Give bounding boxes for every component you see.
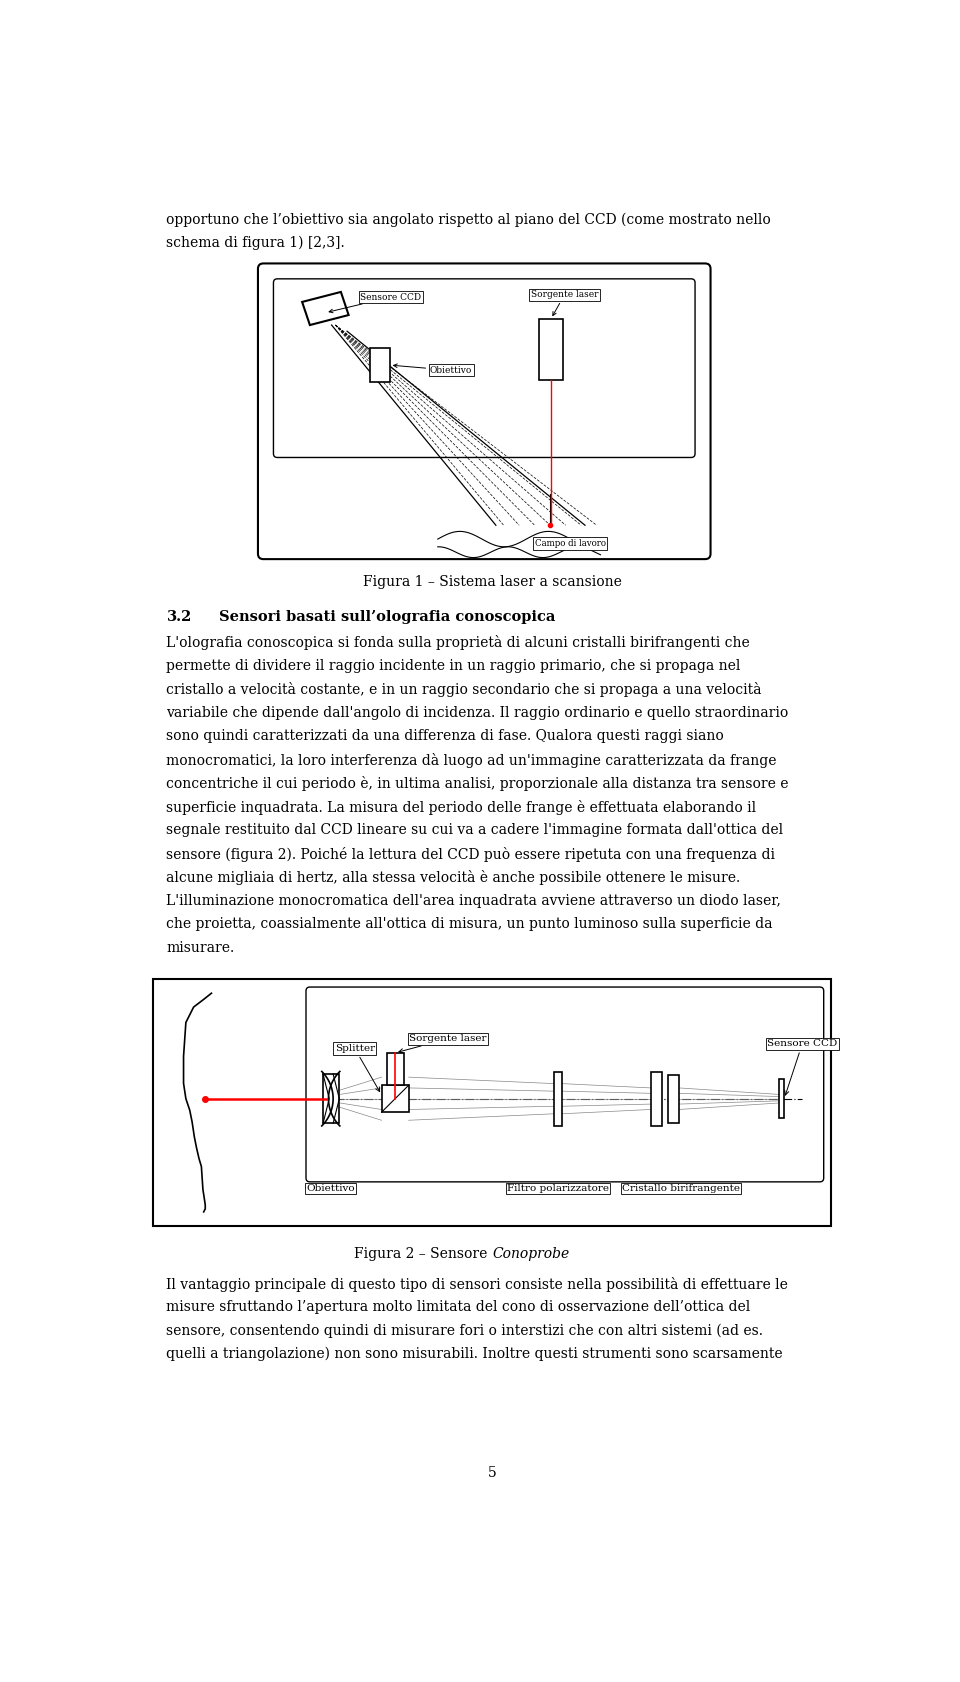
Text: misurare.: misurare. bbox=[166, 940, 235, 955]
Bar bbox=[779, 1080, 784, 1119]
Text: Sorgente laser: Sorgente laser bbox=[531, 291, 598, 316]
Text: Cristallo birifrangente: Cristallo birifrangente bbox=[622, 1184, 740, 1193]
Text: permette di dividere il raggio incidente in un raggio primario, che si propaga n: permette di dividere il raggio incidente… bbox=[166, 659, 741, 673]
Text: L'illuminazione monocromatica dell'area inquadrata avviene attraverso un diodo l: L'illuminazione monocromatica dell'area … bbox=[166, 893, 781, 908]
Text: cristallo a velocità costante, e in un raggio secondario che si propaga a una ve: cristallo a velocità costante, e in un r… bbox=[166, 683, 762, 698]
Text: sono quindi caratterizzati da una differenza di fase. Qualora questi raggi siano: sono quindi caratterizzati da una differ… bbox=[166, 730, 724, 743]
Bar bbox=[381, 1085, 409, 1112]
Text: misure sfruttando l’apertura molto limitata del cono di osservazione dell’ottica: misure sfruttando l’apertura molto limit… bbox=[166, 1300, 751, 1314]
Polygon shape bbox=[302, 293, 348, 325]
Text: quelli a triangolazione) non sono misurabili. Inoltre questi strumenti sono scar: quelli a triangolazione) non sono misura… bbox=[166, 1347, 783, 1361]
Bar bbox=[153, 979, 831, 1226]
Text: Conoprobe: Conoprobe bbox=[492, 1248, 569, 1262]
Bar bbox=[539, 320, 564, 380]
Text: L'olografia conoscopica si fonda sulla proprietà di alcuni cristalli birifrangen: L'olografia conoscopica si fonda sulla p… bbox=[166, 636, 751, 651]
Text: superficie inquadrata. La misura del periodo delle frange è effettuata elaborand: superficie inquadrata. La misura del per… bbox=[166, 799, 756, 814]
Text: 3.2: 3.2 bbox=[166, 611, 192, 624]
Text: sensore, consentendo quindi di misurare fori o interstizi che con altri sistemi : sensore, consentendo quindi di misurare … bbox=[166, 1324, 763, 1337]
FancyBboxPatch shape bbox=[306, 987, 824, 1182]
Text: Il vantaggio principale di questo tipo di sensori consiste nella possibilità di : Il vantaggio principale di questo tipo d… bbox=[166, 1277, 788, 1292]
Bar bbox=[324, 1075, 339, 1124]
Text: Figura 2 – Sensore: Figura 2 – Sensore bbox=[354, 1248, 492, 1262]
Text: sensore (figura 2). Poiché la lettura del CCD può essere ripetuta con una freque: sensore (figura 2). Poiché la lettura de… bbox=[166, 846, 776, 861]
FancyBboxPatch shape bbox=[274, 279, 695, 458]
Text: Obiettivo: Obiettivo bbox=[394, 363, 472, 375]
Text: Splitter: Splitter bbox=[335, 1045, 379, 1092]
Text: alcune migliaia di hertz, alla stessa velocità è anche possibile ottenere le mis: alcune migliaia di hertz, alla stessa ve… bbox=[166, 870, 741, 885]
Text: Filtro polarizzatore: Filtro polarizzatore bbox=[507, 1184, 609, 1193]
Bar bbox=[651, 1071, 661, 1125]
Bar bbox=[387, 1053, 403, 1085]
Bar bbox=[554, 1071, 562, 1125]
Text: variabile che dipende dall'angolo di incidenza. Il raggio ordinario e quello str: variabile che dipende dall'angolo di inc… bbox=[166, 706, 789, 720]
Text: opportuno che l’obiettivo sia angolato rispetto al piano del CCD (come mostrato : opportuno che l’obiettivo sia angolato r… bbox=[166, 212, 771, 227]
FancyBboxPatch shape bbox=[258, 264, 710, 558]
Text: Obiettivo: Obiettivo bbox=[306, 1184, 355, 1193]
Text: monocromatici, la loro interferenza dà luogo ad un'immagine caratterizzata da fr: monocromatici, la loro interferenza dà l… bbox=[166, 754, 777, 767]
Text: Sensore CCD: Sensore CCD bbox=[329, 293, 421, 313]
Text: segnale restituito dal CCD lineare su cui va a cadere l'immagine formata dall'ot: segnale restituito dal CCD lineare su cu… bbox=[166, 822, 783, 838]
Polygon shape bbox=[370, 348, 390, 382]
Text: Campo di lavoro: Campo di lavoro bbox=[535, 538, 606, 548]
Text: Figura 1 – Sistema laser a scansione: Figura 1 – Sistema laser a scansione bbox=[363, 575, 621, 589]
Text: Sensore CCD: Sensore CCD bbox=[767, 1039, 837, 1095]
Text: schema di figura 1) [2,3].: schema di figura 1) [2,3]. bbox=[166, 235, 346, 251]
Text: che proietta, coassialmente all'ottica di misura, un punto luminoso sulla superf: che proietta, coassialmente all'ottica d… bbox=[166, 917, 773, 932]
Text: 5: 5 bbox=[488, 1467, 496, 1480]
Text: Sorgente laser: Sorgente laser bbox=[398, 1034, 487, 1053]
Text: concentriche il cui periodo è, in ultima analisi, proporzionale alla distanza tr: concentriche il cui periodo è, in ultima… bbox=[166, 777, 789, 791]
Bar bbox=[668, 1075, 679, 1122]
Text: Sensori basati sull’olografia conoscopica: Sensori basati sull’olografia conoscopic… bbox=[219, 611, 556, 624]
